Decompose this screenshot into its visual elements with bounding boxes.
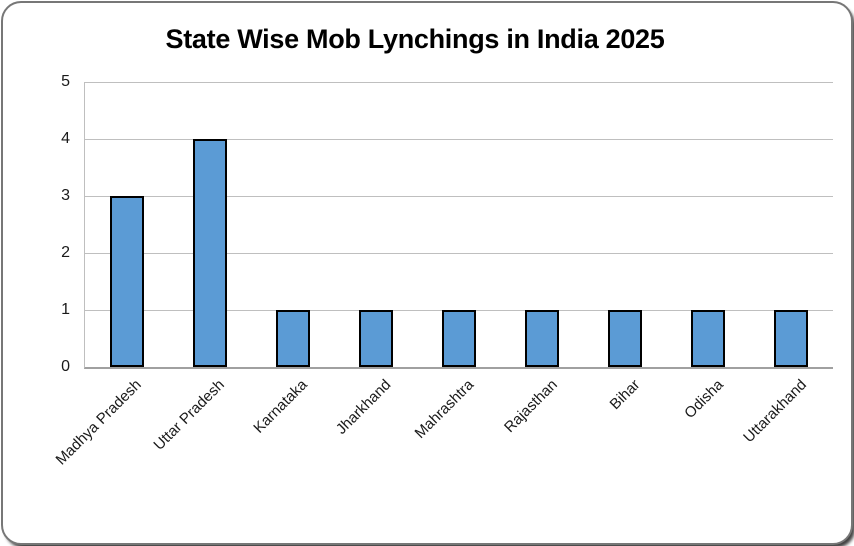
bar-odisha [691,310,726,367]
gridline [85,253,833,254]
bar-madhya-pradesh [109,196,144,367]
bar-rajasthan [525,310,560,367]
y-tick-label: 1 [61,301,70,318]
gridline [85,82,833,83]
bar-uttarakhand [774,310,809,367]
y-tick-label: 4 [61,130,70,147]
x-tick-label: Bihar [606,376,644,414]
x-tick-label: Mahrashtra [411,376,478,442]
x-tick-label: Odisha [681,376,727,422]
bar-jharkhand [358,310,393,367]
x-tick-label: Rajasthan [500,376,561,437]
gridline [85,139,833,140]
bar-mahrashtra [442,310,476,367]
y-tick-label: 5 [61,73,70,90]
gridline [85,196,833,197]
chart-title: State Wise Mob Lynchings in India 2025 [165,24,665,54]
x-tick-label: Karnataka [250,376,312,437]
x-tick-label: Uttar Pradesh [150,376,228,454]
y-tick-label: 3 [61,187,70,204]
bar-karnataka [275,310,310,367]
bar-bihar [608,310,643,367]
bar-uttar-pradesh [192,139,227,367]
y-tick-label: 2 [61,244,70,261]
x-tick-label: Uttarakhand [739,376,810,447]
y-tick-label: 0 [61,358,70,375]
x-tick-label: Jharkhand [332,376,395,438]
plot-area [84,82,833,369]
x-tick-label: Madhya Pradesh [52,376,145,469]
